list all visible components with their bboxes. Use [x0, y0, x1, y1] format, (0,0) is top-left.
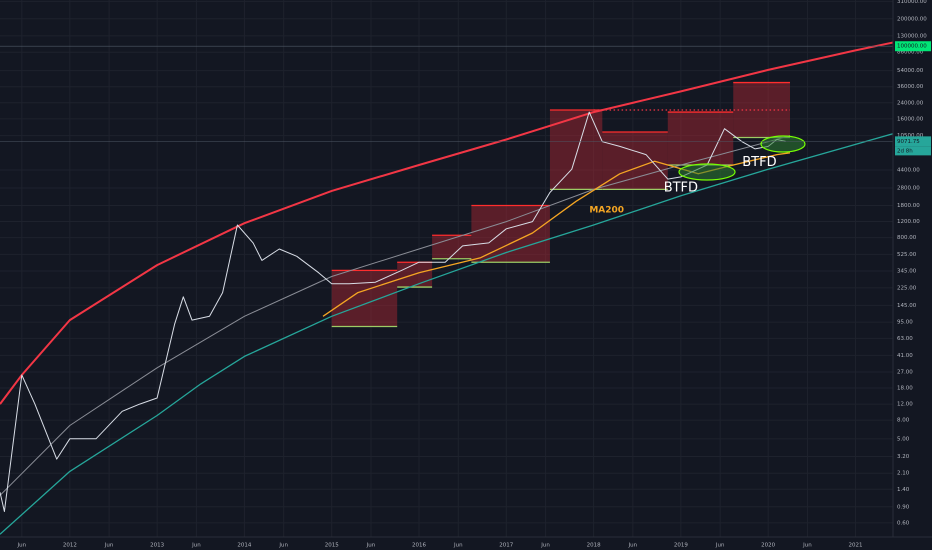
y-tick-label: 145.00 — [897, 303, 917, 309]
annotation: BTFD — [664, 180, 698, 195]
x-tick-label: Jun — [104, 543, 114, 549]
y-tick-label: 2.10 — [897, 471, 910, 477]
y-tick-label: 310000.00 — [897, 0, 927, 5]
price-label: 9071.75 — [897, 139, 920, 145]
y-tick-label: 4400.00 — [897, 168, 920, 174]
range-box — [432, 235, 472, 259]
y-tick-label: 95.00 — [897, 320, 913, 326]
x-tick-label: Jun — [628, 543, 638, 549]
x-tick-label: 2016 — [412, 543, 426, 549]
x-tick-label: Jun — [191, 543, 201, 549]
y-tick-label: 12.00 — [897, 402, 913, 408]
price-label-box — [895, 136, 931, 147]
price-label-box — [895, 41, 931, 52]
range-box — [331, 270, 398, 327]
annotation: MA200 — [589, 206, 624, 216]
y-tick-label: 345.00 — [897, 268, 917, 274]
y-tick-label: 41.00 — [897, 353, 913, 359]
x-tick-label: Jun — [453, 543, 463, 549]
y-tick-label: 800.00 — [897, 235, 917, 241]
x-tick-label: 2021 — [848, 543, 862, 549]
highlight — [760, 135, 806, 153]
x-tick-label: 2017 — [499, 543, 513, 549]
countdown: 2d 8h — [897, 148, 913, 154]
x-tick-label: Jun — [278, 543, 288, 549]
y-tick-label: 200000.00 — [897, 16, 927, 22]
range-box — [667, 112, 734, 165]
y-tick-label: 24000.00 — [897, 100, 924, 106]
y-tick-label: 225.00 — [897, 285, 917, 291]
y-tick-label: 0.60 — [897, 520, 910, 526]
y-tick-label: 1.40 — [897, 487, 910, 493]
y-tick-label: 27.00 — [897, 369, 913, 375]
y-tick-label: 86000.00 — [897, 50, 924, 56]
x-tick-label: 2014 — [237, 543, 251, 549]
y-tick-label: 0.90 — [897, 504, 910, 510]
x-tick-label: 2018 — [587, 543, 601, 549]
x-tick-label: Jun — [715, 543, 725, 549]
series-line — [0, 41, 894, 405]
x-tick-label: 2015 — [325, 543, 339, 549]
price-label: 100000.00 — [897, 44, 927, 50]
y-tick-label: 130000.00 — [897, 33, 927, 39]
x-tick-label: 2019 — [674, 543, 688, 549]
y-tick-label: 36000.00 — [897, 84, 924, 90]
y-tick-label: 3.20 — [897, 454, 910, 460]
countdown-box — [895, 146, 931, 156]
annotation: BTFD — [742, 155, 776, 170]
x-tick-label: Jun — [802, 543, 812, 549]
y-tick-label: 1200.00 — [897, 219, 920, 225]
y-tick-label: 8.00 — [897, 418, 910, 424]
range-box — [471, 205, 550, 263]
series-line — [0, 111, 786, 512]
y-tick-label: 63.00 — [897, 336, 913, 342]
x-tick-label: 2012 — [63, 543, 77, 549]
y-tick-label: 2800.00 — [897, 185, 920, 191]
range-box — [549, 110, 603, 190]
x-tick-label: 2013 — [150, 543, 164, 549]
series-line — [0, 135, 791, 496]
series-line — [322, 152, 791, 317]
x-tick-label: Jun — [540, 543, 550, 549]
x-tick-label: 2020 — [761, 543, 775, 549]
y-tick-label: 16000.00 — [897, 116, 924, 122]
y-tick-label: 5.00 — [897, 436, 910, 442]
y-tick-label: 525.00 — [897, 252, 917, 258]
range-box — [602, 131, 668, 190]
y-tick-label: 54000.00 — [897, 68, 924, 74]
x-tick-label: Jun — [17, 543, 27, 549]
y-tick-label: 18.00 — [897, 386, 913, 392]
highlight — [678, 163, 736, 181]
y-tick-label: 1800.00 — [897, 203, 920, 209]
series-line — [0, 133, 894, 535]
x-tick-label: Jun — [366, 543, 376, 549]
y-tick-label: 10500.00 — [897, 133, 924, 139]
